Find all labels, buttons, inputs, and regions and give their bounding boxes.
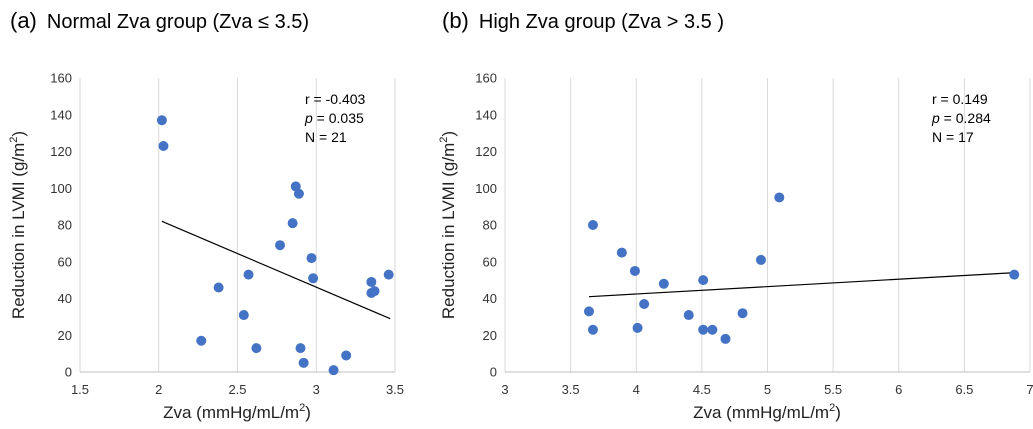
data-point <box>341 350 352 361</box>
x-tick-label: 2.5 <box>228 382 246 397</box>
y-axis-title: Reduction in LVMI (g/m2) <box>8 131 28 319</box>
panel-a-letter: (a) <box>10 8 37 33</box>
data-point <box>238 310 249 321</box>
y-axis-title: Reduction in LVMI (g/m2) <box>438 131 458 319</box>
data-point <box>755 254 766 265</box>
panel-b-title-text: High Zva group (Zva > 3.5 ) <box>478 11 724 33</box>
x-tick-label: 6.5 <box>955 382 973 397</box>
stat-n: N = 17 <box>932 129 974 145</box>
data-point <box>774 192 785 203</box>
stat-p-symbol: p <box>931 110 940 126</box>
stat-r: r = -0.403 <box>305 91 366 107</box>
data-point <box>683 310 694 321</box>
stat-p-value: = 0.035 <box>313 110 364 126</box>
y-tick-label: 40 <box>483 291 497 306</box>
data-point <box>1009 269 1020 280</box>
data-point <box>632 322 643 333</box>
x-tick-label: 2 <box>155 382 162 397</box>
y-tick-label: 100 <box>50 181 72 196</box>
data-point <box>156 115 167 126</box>
data-point <box>251 343 262 354</box>
panel-a-title: (a) Normal Zva group (Zva ≤ 3.5) <box>10 8 309 34</box>
x-tick-label: 3 <box>313 382 320 397</box>
data-point <box>287 218 298 229</box>
y-tick-label: 60 <box>58 254 72 269</box>
stat-n: N = 21 <box>305 129 347 145</box>
data-point <box>616 247 627 258</box>
data-point <box>366 276 377 287</box>
y-tick-label: 160 <box>50 71 72 86</box>
stat-p: p = 0.035 <box>304 110 364 126</box>
data-point <box>293 188 304 199</box>
data-point <box>698 324 709 335</box>
x-tick-label: 1.5 <box>71 382 89 397</box>
y-tick-label: 120 <box>50 144 72 159</box>
stat-p-symbol: p <box>304 110 313 126</box>
data-point <box>306 253 317 264</box>
trendline <box>161 220 391 320</box>
x-tick-label: 3.5 <box>386 382 404 397</box>
y-tick-label: 0 <box>65 365 72 380</box>
trendline <box>588 272 1013 298</box>
data-point <box>369 286 380 297</box>
data-point <box>587 220 598 230</box>
y-tick-label: 0 <box>490 365 497 380</box>
x-axis-title: Zva (mmHg/mL/m2) <box>163 402 311 422</box>
y-tick-label: 100 <box>475 181 497 196</box>
y-tick-label: 140 <box>50 107 72 122</box>
panel-a-title-text: Normal Zva group (Zva ≤ 3.5) <box>46 11 310 33</box>
stat-p-value: = 0.284 <box>940 110 991 126</box>
data-point <box>639 299 650 310</box>
data-point <box>658 278 669 289</box>
y-tick-label: 20 <box>58 328 72 343</box>
y-tick-label: 60 <box>483 254 497 269</box>
panel-b-letter: (b) <box>442 8 469 33</box>
data-point <box>295 343 306 354</box>
x-tick-label: 3.5 <box>562 382 580 397</box>
data-point <box>196 335 207 346</box>
y-tick-label: 20 <box>483 328 497 343</box>
data-point <box>243 269 254 280</box>
data-point <box>328 365 339 376</box>
data-point <box>213 282 224 293</box>
data-point <box>158 140 169 151</box>
y-tick-label: 40 <box>58 291 72 306</box>
x-tick-label: 4 <box>633 382 640 397</box>
data-point <box>383 269 394 280</box>
stat-p: p = 0.284 <box>931 110 991 126</box>
x-axis-title: Zva (mmHg/mL/m2) <box>693 402 841 422</box>
x-tick-label: 5.5 <box>824 382 842 397</box>
data-point <box>584 306 594 317</box>
data-point <box>629 265 640 276</box>
data-point <box>698 275 709 286</box>
data-point <box>275 240 286 251</box>
x-tick-label: 7 <box>1026 382 1033 397</box>
y-tick-label: 80 <box>58 218 72 233</box>
data-point <box>737 308 748 319</box>
data-point <box>707 324 718 335</box>
y-tick-label: 140 <box>475 107 497 122</box>
y-tick-label: 80 <box>483 218 497 233</box>
x-tick-label: 3 <box>501 382 508 397</box>
data-point <box>308 273 319 284</box>
panel-b-title: (b) High Zva group (Zva > 3.5 ) <box>442 8 724 34</box>
x-tick-label: 6 <box>895 382 902 397</box>
x-tick-label: 5 <box>764 382 771 397</box>
y-tick-label: 160 <box>475 71 497 86</box>
stat-r: r = 0.149 <box>932 91 988 107</box>
y-tick-label: 120 <box>475 144 497 159</box>
data-point <box>720 333 731 344</box>
data-point <box>298 357 309 368</box>
x-tick-label: 4.5 <box>693 382 711 397</box>
data-point <box>587 324 598 335</box>
